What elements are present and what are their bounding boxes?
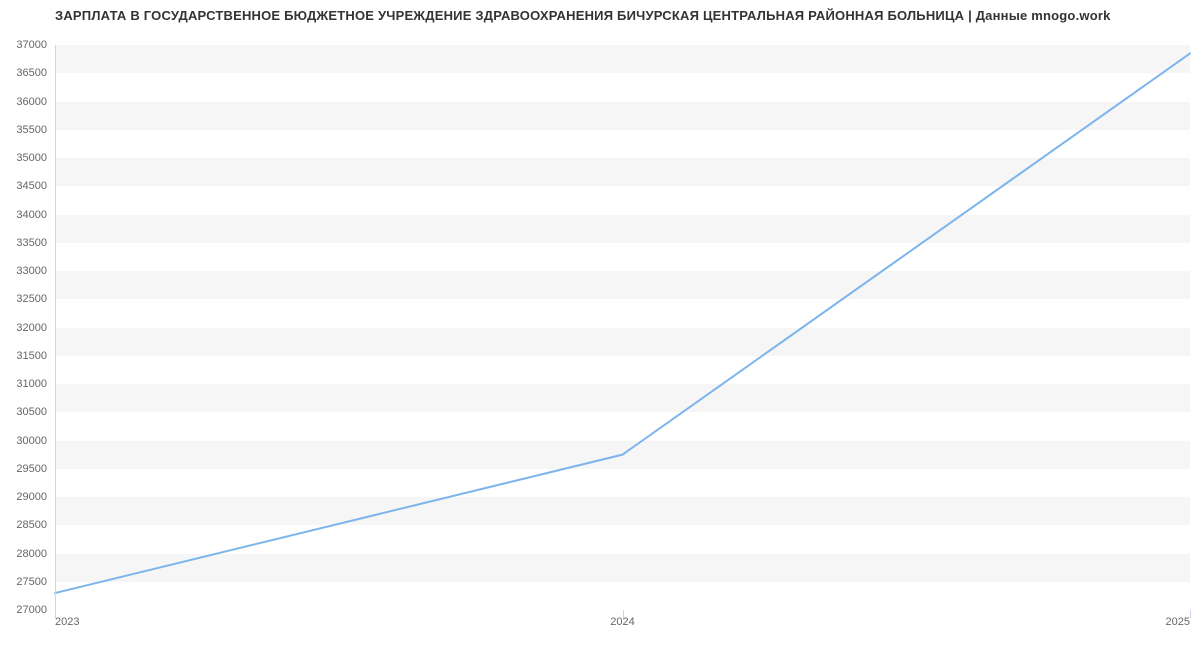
y-axis-label: 35500	[16, 124, 47, 136]
salary-line-chart: ЗАРПЛАТА В ГОСУДАРСТВЕННОЕ БЮДЖЕТНОЕ УЧР…	[0, 0, 1200, 650]
y-axis-label: 27000	[16, 604, 47, 616]
y-axis-label: 34500	[16, 180, 47, 192]
y-axis-label: 27500	[16, 576, 47, 588]
salary-line	[55, 53, 1190, 593]
y-axis-label: 33000	[16, 265, 47, 277]
x-tick	[1190, 610, 1191, 618]
y-axis-label: 33500	[16, 237, 47, 249]
y-axis-label: 30500	[16, 406, 47, 418]
y-axis-label: 29500	[16, 463, 47, 475]
y-axis-label: 37000	[16, 39, 47, 51]
x-axis-label: 2024	[610, 616, 634, 628]
y-axis-label: 31500	[16, 350, 47, 362]
chart-title: ЗАРПЛАТА В ГОСУДАРСТВЕННОЕ БЮДЖЕТНОЕ УЧР…	[0, 8, 1200, 23]
y-axis-label: 34000	[16, 209, 47, 221]
y-axis-label: 29000	[16, 491, 47, 503]
y-axis-label: 30000	[16, 435, 47, 447]
y-axis-label: 32000	[16, 322, 47, 334]
y-axis-label: 28000	[16, 548, 47, 560]
y-axis-label: 36000	[16, 96, 47, 108]
y-axis-label: 36500	[16, 67, 47, 79]
plot-area: 2700027500280002850029000295003000030500…	[55, 45, 1190, 610]
line-layer	[55, 45, 1190, 610]
x-axis-label: 2025	[1166, 616, 1190, 628]
y-axis-line	[55, 45, 56, 610]
y-axis-label: 28500	[16, 519, 47, 531]
y-axis-label: 32500	[16, 293, 47, 305]
x-axis-label: 2023	[55, 616, 79, 628]
y-axis-label: 35000	[16, 152, 47, 164]
y-axis-label: 31000	[16, 378, 47, 390]
